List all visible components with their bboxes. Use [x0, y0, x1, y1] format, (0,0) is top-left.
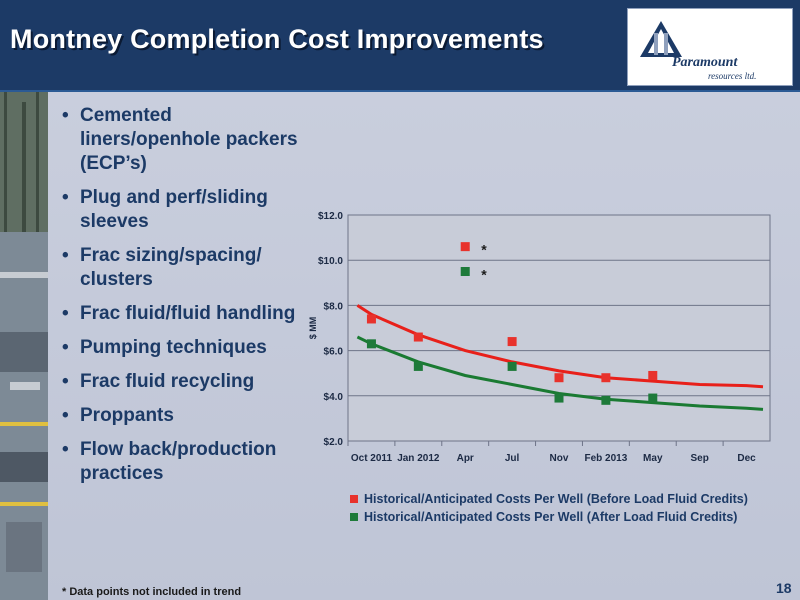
trend-line	[356, 304, 764, 389]
company-logo: Paramount resources ltd.	[627, 8, 793, 86]
logo-subtitle: resources ltd.	[708, 71, 757, 81]
bullet-item: Frac fluid/fluid handling	[58, 302, 298, 326]
logo-name: Paramount	[672, 55, 738, 70]
data-point	[648, 393, 658, 403]
bullet-item: Flow back/production practices	[58, 438, 298, 486]
data-point	[413, 332, 423, 342]
x-tick-label: Dec	[737, 453, 756, 464]
data-point	[460, 242, 470, 252]
slide-header: Montney Completion Cost Improvements Par…	[0, 0, 800, 92]
x-tick-label: Nov	[550, 453, 569, 464]
bullet-item: Cemented liners/openhole packers (ECP’s)	[58, 104, 298, 176]
cost-chart: $2.0 $4.0 $6.0 $8.0 $10.0 $12.0 Oct 2011 Jan 20…	[308, 211, 771, 464]
x-tick-label: Sep	[690, 453, 708, 464]
y-tick-label: $2.0	[324, 437, 344, 448]
footnote: * Data points not included in trend	[62, 586, 242, 598]
data-point	[413, 361, 423, 371]
bullet-item: Frac fluid recycling	[58, 370, 298, 394]
y-tick-label: $8.0	[324, 301, 344, 312]
data-point	[507, 337, 517, 347]
y-tick-label: $6.0	[324, 347, 344, 358]
legend-swatch-green	[350, 513, 358, 521]
x-tick-label: Feb 2013	[584, 453, 627, 464]
x-tick-label: Jul	[505, 453, 520, 464]
bullet-list: Cemented liners/openhole packers (ECP’s)…	[58, 104, 298, 496]
data-point	[460, 267, 470, 276]
trend-line	[356, 335, 764, 411]
x-tick-label: May	[643, 453, 663, 464]
bullet-item: Plug and perf/sliding sleeves	[58, 186, 298, 234]
data-point	[366, 314, 376, 324]
x-tick-label: Apr	[457, 453, 474, 464]
legend-item-after: Historical/Anticipated Costs Per Well (A…	[350, 508, 748, 526]
y-tick-label: $10.0	[318, 256, 343, 267]
data-point	[554, 373, 564, 383]
data-point	[507, 361, 517, 371]
legend-label: Historical/Anticipated Costs Per Well (A…	[364, 510, 738, 524]
data-point	[601, 373, 611, 383]
data-point	[554, 393, 564, 403]
y-tick-label: $12.0	[318, 211, 343, 222]
data-point	[601, 395, 611, 405]
slide-title: Montney Completion Cost Improvements	[10, 24, 544, 54]
x-tick-label: Jan 2012	[397, 453, 440, 464]
data-point	[366, 339, 376, 349]
y-tick-label: $4.0	[324, 392, 344, 403]
point-note: *	[481, 267, 487, 283]
y-axis-label: $ MM	[308, 317, 318, 340]
bullet-item: Pumping techniques	[58, 336, 298, 360]
plot-area	[347, 214, 771, 442]
legend-swatch-red	[350, 495, 358, 503]
background-photo-strip	[0, 92, 48, 600]
logo-mountain-icon	[640, 21, 682, 57]
bullet-item: Proppants	[58, 404, 298, 428]
legend-item-before: Historical/Anticipated Costs Per Well (B…	[350, 490, 748, 508]
page-number: 18	[776, 580, 792, 596]
legend-label: Historical/Anticipated Costs Per Well (B…	[364, 492, 748, 506]
x-tick-label: Oct 2011	[351, 453, 393, 464]
bullet-item: Frac sizing/spacing/ clusters	[58, 244, 298, 292]
point-note: *	[481, 242, 487, 258]
chart-legend: Historical/Anticipated Costs Per Well (B…	[350, 490, 748, 526]
data-point	[648, 370, 658, 380]
